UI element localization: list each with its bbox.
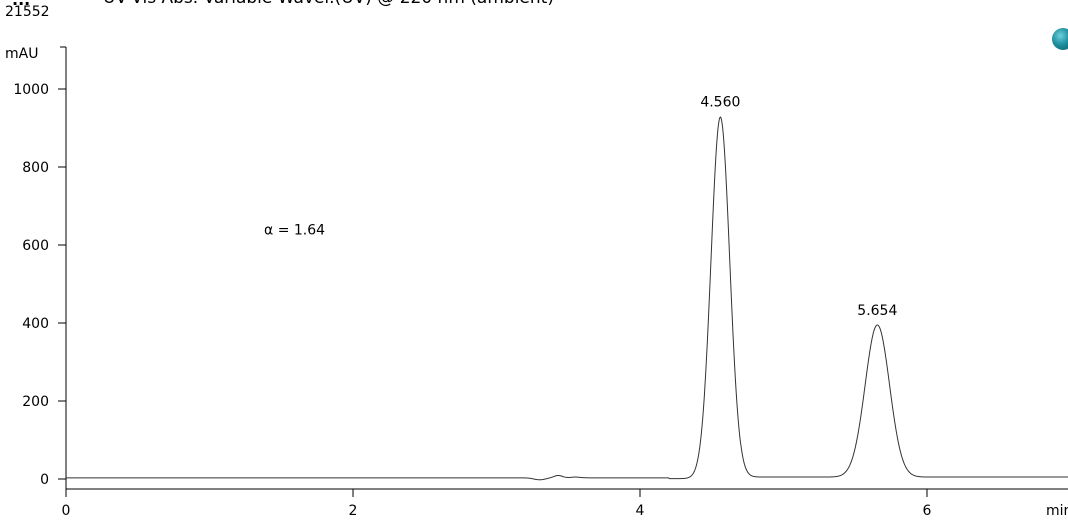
labels: min 4.560 5.654 α = 1.64 [264, 94, 1068, 519]
peak-label: 4.560 [700, 94, 740, 110]
chromatogram-trace [66, 116, 1068, 481]
y-tick-label: 800 [22, 160, 49, 176]
alpha-annotation: α = 1.64 [264, 222, 325, 238]
x-axis-unit-label: min [1046, 503, 1068, 519]
x-tick-label: 2 [349, 503, 358, 519]
y-tick-label: 600 [22, 238, 49, 254]
chart-title: UV-Vis Abs. Variable Wavel.(UV) @ 220 nm… [103, 0, 554, 8]
status-dot-icon [1052, 28, 1068, 50]
x-tick-label: 4 [636, 503, 645, 519]
y-tick-label: 1000 [13, 82, 49, 98]
peak-label: 5.654 [857, 303, 897, 319]
y-axis-unit-label: mAU [5, 46, 39, 62]
axes [60, 46, 1068, 490]
y-tick-label: 400 [22, 316, 49, 332]
x-tick-label: 0 [62, 503, 71, 519]
sample-id: 21552 [5, 4, 50, 20]
y-tick-label: 0 [40, 472, 49, 488]
ticks: 0 200 400 600 800 1000 0 2 4 6 [13, 82, 931, 519]
header-mark: ... [12, 0, 30, 9]
x-tick-label: 6 [923, 503, 932, 519]
trace-group [66, 116, 1068, 481]
y-tick-label: 200 [22, 394, 49, 410]
